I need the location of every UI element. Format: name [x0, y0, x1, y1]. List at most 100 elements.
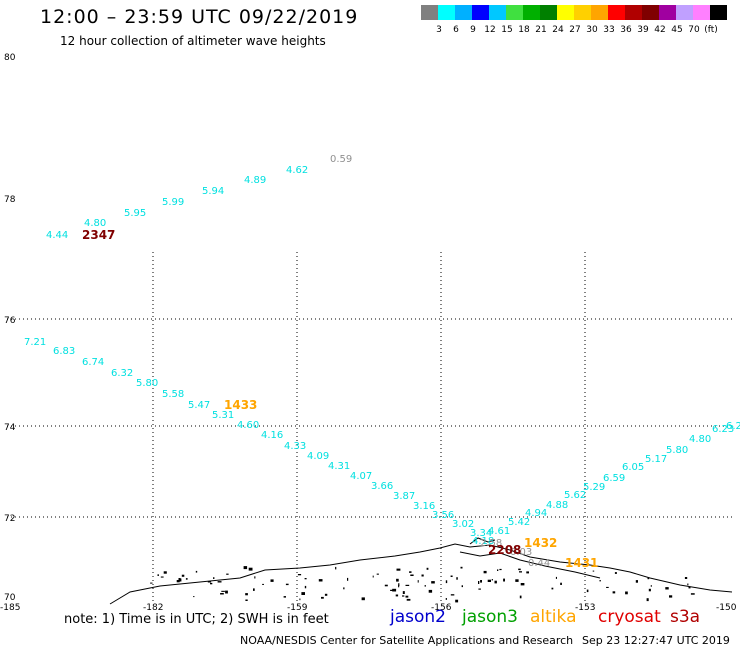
island-dot	[299, 598, 301, 601]
pass-time-label: 2347	[82, 228, 115, 242]
wave-height-label: 5.62	[564, 490, 586, 501]
island-dot	[614, 572, 617, 574]
island-dot	[262, 583, 264, 585]
lat-label: 76	[4, 316, 16, 326]
island-dot	[625, 591, 628, 595]
island-dot	[503, 578, 505, 582]
wave-height-label: 4.80	[689, 434, 711, 445]
island-dot	[321, 596, 324, 599]
lat-label: 80	[4, 53, 16, 63]
island-dot	[185, 578, 188, 580]
wave-height-label: 4.80	[84, 218, 106, 229]
lat-label: 78	[4, 195, 16, 205]
legend-swatch	[591, 5, 608, 20]
island-dot	[297, 574, 302, 576]
island-dot	[270, 579, 274, 582]
island-dot	[248, 567, 253, 571]
island-dot	[304, 578, 307, 580]
wave-height-label: 6.74	[82, 357, 104, 368]
island-dot	[650, 585, 652, 587]
island-dot	[669, 595, 673, 598]
island-dot	[456, 577, 458, 580]
island-dot	[494, 580, 497, 584]
island-dot	[384, 584, 388, 587]
island-dot	[254, 576, 256, 579]
legend-swatch	[710, 5, 727, 20]
footer-credit: NOAA/NESDIS Center for Satellite Applica…	[240, 634, 574, 647]
island-dot	[592, 570, 595, 572]
wave-height-label: 4.61	[488, 526, 510, 537]
legend-swatch	[540, 5, 557, 20]
wave-height-label: 4.18	[472, 536, 494, 547]
island-dot	[390, 589, 394, 591]
legend-swatch	[506, 5, 523, 20]
island-dot	[445, 580, 448, 584]
wave-height-label: 5.42	[508, 517, 530, 528]
wave-height-label: 5.47	[188, 400, 210, 411]
legend-swatch	[472, 5, 489, 20]
lon-label: -156	[431, 603, 452, 613]
page-subtitle: 12 hour collection of altimeter wave hei…	[60, 34, 326, 48]
lat-label: 70	[4, 593, 16, 603]
wave-height-label: 5.80	[666, 445, 688, 456]
island-dot	[480, 580, 482, 583]
island-dot	[648, 588, 651, 592]
legend-swatch	[455, 5, 472, 20]
island-dot	[343, 587, 345, 590]
wave-height-label: 0.03	[510, 547, 532, 558]
island-dot	[665, 587, 669, 590]
island-dot	[647, 577, 650, 580]
island-dot	[221, 590, 225, 592]
island-dot	[392, 588, 397, 592]
wave-height-label: 4.16	[261, 430, 283, 441]
island-dot	[160, 576, 164, 578]
legend-swatch	[523, 5, 540, 20]
lon-label: -150	[716, 603, 737, 613]
island-dot	[428, 589, 433, 593]
satellite-name-1: jason3	[462, 607, 518, 627]
island-dot	[519, 595, 522, 599]
wave-height-labels: 4.44 4.80 5.95 5.99 5.94 4.89 4.62 0.59 7.21 6.83…	[24, 154, 740, 569]
legend-label: 42	[654, 25, 666, 35]
pass-time-label: 1432	[524, 536, 557, 550]
island-dot	[213, 577, 215, 579]
wave-height-label: 3.56	[432, 510, 454, 521]
wave-height-label: 6.23	[726, 421, 740, 432]
island-dot	[483, 570, 487, 574]
wave-height-label: 6.32	[111, 368, 133, 379]
island-dot	[606, 586, 609, 588]
legend-label: 27	[569, 25, 581, 35]
island-dot	[245, 599, 248, 601]
graticule	[7, 252, 732, 604]
satellite-name-3: cryosat	[598, 607, 661, 627]
wave-height-label: 3.34	[470, 528, 492, 539]
island-dot	[372, 575, 374, 578]
island-dot	[612, 591, 616, 594]
island-dot	[551, 587, 554, 590]
island-dot	[431, 581, 435, 584]
wave-height-label: 5.94	[202, 186, 224, 197]
island-dot	[220, 593, 224, 595]
island-dot	[396, 578, 399, 582]
wave-height-label: 5.29	[583, 482, 605, 493]
wave-height-label: 3.87	[393, 491, 415, 502]
island-dot	[426, 567, 429, 570]
island-dot	[193, 596, 195, 598]
island-dot	[398, 584, 400, 588]
lon-label: -153	[575, 603, 595, 613]
wave-height-label: 5.17	[645, 454, 667, 465]
pass-time-label: 2208	[488, 543, 521, 557]
legend-label: 36	[620, 25, 632, 35]
pass-time-label: 1433	[224, 398, 257, 412]
legend-swatch	[438, 5, 455, 20]
island-dot	[424, 585, 426, 587]
wave-height-label: 6.05	[622, 462, 644, 473]
island-dot	[560, 582, 562, 585]
island-dot	[318, 579, 323, 582]
island-dot	[515, 579, 519, 582]
island-dot	[599, 580, 601, 582]
island-dot	[478, 581, 480, 584]
island-dot	[396, 568, 401, 571]
island-dot	[304, 585, 307, 589]
